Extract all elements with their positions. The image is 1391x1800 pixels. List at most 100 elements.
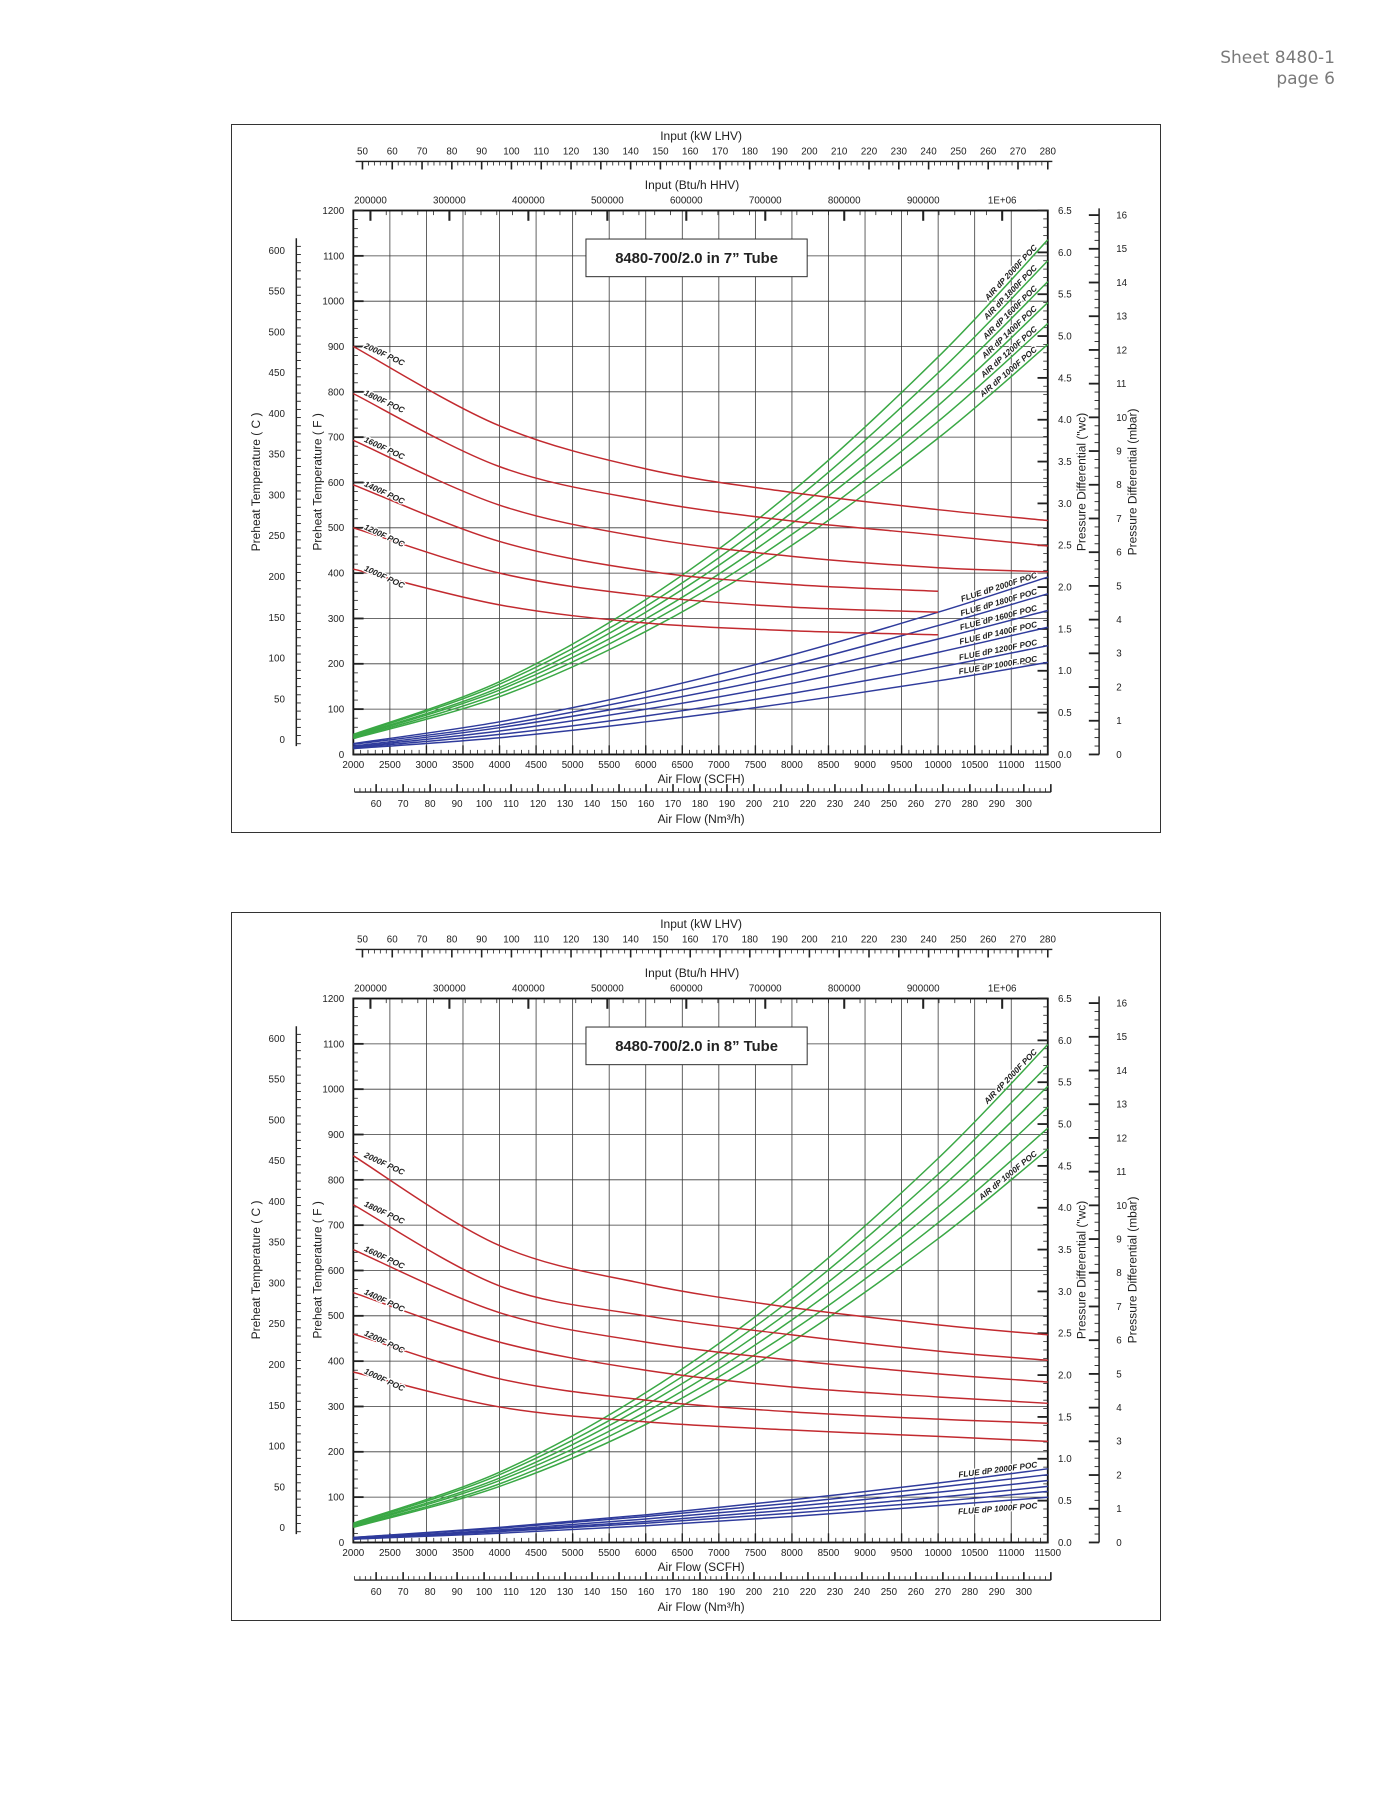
celsius-tick-label: 300 xyxy=(269,1278,286,1289)
scfh-tick-label: 7000 xyxy=(708,1548,730,1559)
series-line-preheat xyxy=(353,392,1048,547)
fahrenheit-tick-label: 900 xyxy=(328,342,345,353)
kw-tick-label: 240 xyxy=(920,147,937,158)
wc-tick-label: 6.0 xyxy=(1058,1036,1072,1047)
chart-title: 8480-700/2.0 in 8” Tube xyxy=(615,1039,778,1055)
scfh-tick-label: 7500 xyxy=(744,760,766,771)
fahrenheit-tick-label: 0 xyxy=(339,1538,345,1549)
scfh-tick-label: 7000 xyxy=(708,760,730,771)
kw-tick-label: 160 xyxy=(682,935,699,946)
wc-tick-label: 2.5 xyxy=(1058,541,1072,552)
scfh-tick-label: 4500 xyxy=(525,1548,547,1559)
nm3-tick-label: 200 xyxy=(746,799,763,810)
mbar-tick-label: 6 xyxy=(1116,1336,1122,1347)
mbar-tick-label: 15 xyxy=(1116,1032,1127,1043)
btu-tick-label: 800000 xyxy=(828,196,861,207)
celsius-tick-label: 500 xyxy=(269,327,286,338)
chart-title: 8480-700/2.0 in 7” Tube xyxy=(615,251,778,267)
kw-tick-label: 260 xyxy=(980,147,997,158)
mbar-tick-label: 2 xyxy=(1116,682,1121,693)
mbar-tick-label: 0 xyxy=(1116,750,1122,761)
curve-label-preheat: 1600F POC xyxy=(363,1244,407,1271)
kw-tick-label: 280 xyxy=(1040,935,1057,946)
fahrenheit-tick-label: 600 xyxy=(328,1266,345,1277)
wc-tick-label: 4.0 xyxy=(1058,415,1072,426)
mbar-tick-label: 12 xyxy=(1116,1133,1127,1144)
curve-label-air_dp: AIR dP 1000F POC xyxy=(976,1149,1039,1203)
celsius-tick-label: 300 xyxy=(269,490,286,501)
mbar-tick-label: 4 xyxy=(1116,1403,1122,1414)
chart-title-box xyxy=(585,238,808,278)
nm3-tick-label: 180 xyxy=(692,1587,709,1598)
nm3-tick-label: 70 xyxy=(398,799,409,810)
scfh-tick-label: 2500 xyxy=(379,760,401,771)
nm3-tick-label: 260 xyxy=(908,1587,925,1598)
kw-tick-label: 230 xyxy=(891,147,908,158)
curve-label-preheat: 1400F POC xyxy=(363,1287,407,1314)
celsius-tick-label: 500 xyxy=(269,1115,286,1126)
btu-tick-label: 1E+06 xyxy=(988,984,1017,995)
fahrenheit-tick-label: 800 xyxy=(328,387,345,398)
sheet-number: Sheet 8480-1 xyxy=(1220,48,1335,68)
kw-tick-label: 230 xyxy=(891,935,908,946)
btu-tick-label: 800000 xyxy=(828,984,861,995)
btu-tick-label: 400000 xyxy=(512,196,545,207)
scfh-tick-label: 11500 xyxy=(1035,1548,1062,1559)
nm3-tick-label: 90 xyxy=(452,799,463,810)
scfh-tick-label: 8500 xyxy=(818,1548,840,1559)
wc-tick-label: 2.5 xyxy=(1058,1329,1072,1340)
series-line-air_dp xyxy=(353,260,1049,736)
btu-tick-label: 900000 xyxy=(907,984,940,995)
kw-tick-label: 90 xyxy=(476,935,487,946)
scfh-tick-label: 11000 xyxy=(998,760,1025,771)
kw-tick-label: 140 xyxy=(622,147,639,158)
nm3-tick-label: 80 xyxy=(425,1587,436,1598)
celsius-tick-label: 100 xyxy=(269,654,286,665)
scfh-tick-label: 8000 xyxy=(781,760,803,771)
kw-tick-label: 60 xyxy=(387,147,398,158)
series-line-flue_dp xyxy=(353,644,1048,749)
kw-tick-label: 270 xyxy=(1010,935,1027,946)
fahrenheit-tick-label: 1100 xyxy=(323,1039,345,1050)
btu-axis-title: Input (Btu/h HHV) xyxy=(645,966,739,980)
nm3-tick-label: 120 xyxy=(530,1587,547,1598)
scfh-tick-label: 5500 xyxy=(598,760,620,771)
series-line-air_dp xyxy=(353,281,1049,737)
wc-tick-label: 2.0 xyxy=(1058,1371,1072,1382)
series-line-flue_dp xyxy=(353,626,1048,748)
fahrenheit-tick-label: 1200 xyxy=(322,206,344,217)
nm3-tick-label: 60 xyxy=(371,799,382,810)
scfh-tick-label: 3000 xyxy=(416,1548,438,1559)
kw-tick-label: 250 xyxy=(950,147,967,158)
series-line-flue_dp xyxy=(353,609,1048,747)
kw-tick-label: 50 xyxy=(357,147,368,158)
series-line-preheat xyxy=(353,1333,1048,1424)
scfh-tick-label: 10500 xyxy=(961,760,989,771)
scfh-tick-label: 8500 xyxy=(818,760,840,771)
series-line-flue_dp xyxy=(353,1473,1048,1539)
mbar-tick-label: 7 xyxy=(1116,1302,1121,1313)
kw-tick-label: 80 xyxy=(446,935,457,946)
celsius-tick-label: 350 xyxy=(269,1238,286,1249)
nm3-tick-label: 220 xyxy=(800,1587,817,1598)
nm3-tick-label: 150 xyxy=(611,1587,628,1598)
curve-label-preheat: 1200F POC xyxy=(363,523,407,550)
mbar-tick-label: 14 xyxy=(1116,1066,1127,1077)
mbar-tick-label: 13 xyxy=(1116,1100,1127,1111)
series-line-flue_dp xyxy=(353,593,1048,746)
scfh-tick-label: 2000 xyxy=(342,1548,364,1559)
nm3-tick-label: 180 xyxy=(692,799,709,810)
nm3-tick-label: 110 xyxy=(503,1587,519,1598)
wc-tick-label: 0.5 xyxy=(1058,1496,1072,1507)
curve-label-preheat: 2000F POC xyxy=(362,1150,407,1177)
btu-tick-label: 300000 xyxy=(433,984,466,995)
celsius-axis-title: Preheat Temperature ( C ) xyxy=(249,413,263,552)
chart-title-box xyxy=(585,1026,808,1066)
mbar-axis-title: Pressure Differential (mbar) xyxy=(1126,1197,1140,1344)
mbar-tick-label: 10 xyxy=(1116,413,1127,424)
kw-tick-label: 200 xyxy=(801,147,818,158)
celsius-tick-label: 0 xyxy=(279,735,285,746)
nm3-tick-label: 300 xyxy=(1016,799,1033,810)
nm3-tick-label: 100 xyxy=(476,1587,493,1598)
scfh-tick-label: 8000 xyxy=(781,1548,803,1559)
